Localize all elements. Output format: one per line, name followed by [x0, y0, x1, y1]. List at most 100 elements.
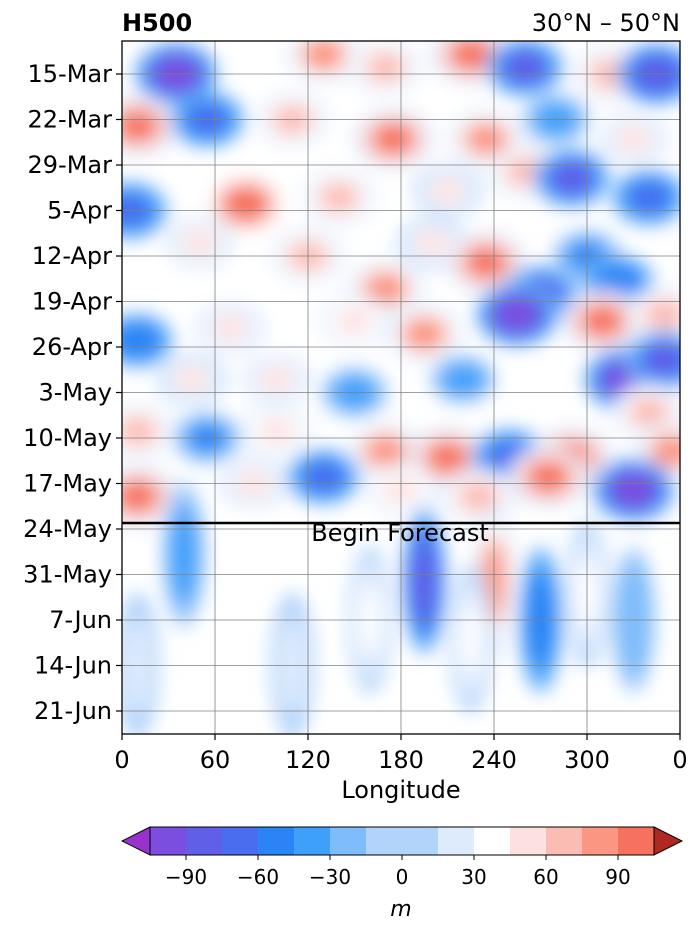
heatmap-contour [466, 247, 506, 278]
heatmap-contour [506, 53, 544, 82]
heatmap-contour [451, 41, 491, 70]
heatmap-contour [427, 442, 468, 473]
colorbar-swatch [438, 827, 475, 855]
heatmap-cell [353, 108, 434, 170]
x-tick-label: 120 [285, 746, 331, 774]
colorbar-swatch [510, 827, 547, 855]
heatmap-contour [446, 367, 480, 392]
heatmap-cell [508, 446, 589, 508]
heatmap-cell [402, 507, 447, 655]
heatmap-cell [161, 481, 207, 629]
y-tick-label: 10-May [23, 424, 112, 452]
colorbar-swatch [618, 827, 655, 855]
heatmap-cell [627, 286, 680, 343]
y-tick-label: 14-Jun [34, 652, 112, 680]
heatmap-contour [405, 319, 444, 349]
colorbar-tick-label: 60 [533, 865, 558, 889]
heatmap-cell [385, 304, 464, 364]
heatmap-contour [582, 306, 623, 336]
heatmap-cell [599, 113, 668, 165]
x-tick-label: 60 [200, 746, 231, 774]
heatmap-cell [122, 465, 178, 528]
heatmap-contour [337, 308, 372, 334]
y-tick-label: 12-Apr [32, 242, 112, 270]
heatmap-contour [415, 230, 449, 256]
heatmap-cell [241, 405, 313, 458]
colorbar-label: m [390, 897, 411, 922]
heatmap-contour [646, 300, 680, 329]
y-tick-label: 7-Jun [49, 606, 112, 634]
heatmap-cell [286, 449, 361, 505]
y-axis: 15-Mar 22-Mar 29-Mar 5-Apr 12-Apr 19-Apr 26-Ap… [23, 60, 122, 725]
x-axis-label: Longitude [341, 776, 460, 804]
x-tick-label: 300 [564, 746, 610, 774]
grid-lines [122, 41, 680, 734]
heatmap-contour [259, 418, 295, 445]
heatmap-contour [600, 268, 636, 296]
y-tick-label: 3-May [38, 379, 112, 407]
heatmap-contour [373, 124, 413, 154]
heatmap-cell [122, 313, 174, 368]
heatmap-cell [285, 41, 362, 84]
heatmap-cell [319, 294, 390, 348]
heatmap-contour [173, 519, 195, 591]
heatmap-cell [122, 95, 178, 157]
heatmap-cell [349, 41, 422, 95]
colorbar-tick-label: 90 [605, 865, 630, 889]
colorbar-tick-label: 0 [396, 865, 409, 889]
chart-title-left: H500 [122, 9, 192, 37]
colorbar-tick-label: −90 [165, 865, 207, 889]
heatmap-contour [321, 184, 357, 211]
colorbar-swatch [330, 827, 367, 855]
heatmap-contour [225, 188, 267, 220]
x-axis: 0 60 120 180 240 300 0 [114, 734, 688, 774]
y-tick-label: 17-May [23, 470, 112, 498]
heatmap-contour [182, 230, 217, 256]
x-tick-label: 0 [114, 746, 129, 774]
chart-title-right: 30°N – 50°N [532, 9, 680, 37]
heatmap-cell [303, 170, 375, 225]
colorbar-swatch [582, 827, 619, 855]
colorbar-swatch [546, 827, 583, 855]
colorbar-swatch [222, 827, 259, 855]
heatmap-contour [304, 41, 343, 69]
heatmap-contour [260, 366, 294, 393]
colorbar: −90 −60 −30 0 30 60 90 [120, 826, 684, 889]
colorbar-extend-min [120, 826, 151, 856]
heatmap-contour [413, 545, 436, 617]
x-tick-label: 180 [378, 746, 424, 774]
heatmap-cell [475, 282, 560, 347]
heatmap-contour [613, 474, 654, 506]
heatmap-cell [611, 546, 656, 694]
colorbar-extend-max [653, 826, 684, 856]
heatmap-cell [532, 148, 611, 208]
colorbar-tick-label: −30 [309, 865, 351, 889]
heatmap-contour [616, 126, 651, 152]
heatmap-cell [430, 354, 496, 405]
heatmap-contour [645, 345, 680, 375]
heatmap-contour [366, 274, 405, 303]
heatmap-contour [305, 463, 342, 491]
x-tick-label: 0 [672, 746, 687, 774]
x-tick-label: 240 [471, 746, 517, 774]
heatmap-contour [368, 54, 403, 81]
heatmap-contour [122, 481, 158, 512]
y-tick-label: 31-May [23, 561, 112, 589]
colorbar-swatch [150, 827, 187, 855]
heatmap-contour [631, 398, 667, 426]
heatmap-cell [489, 144, 561, 199]
heatmap-cell [441, 468, 516, 525]
heatmap-contour [496, 298, 538, 331]
heatmap-contour [630, 183, 668, 212]
heatmap-contour [122, 418, 155, 445]
colorbar-tick-label: 30 [461, 865, 486, 889]
y-tick-label: 22-Mar [28, 106, 113, 134]
y-tick-label: 29-Mar [28, 151, 113, 179]
forecast-annotation: Begin Forecast [311, 519, 489, 547]
heatmap-contour [460, 603, 482, 676]
colorbar-swatch [186, 827, 223, 855]
y-tick-label: 21-Jun [34, 697, 112, 725]
colorbar-swatch [258, 827, 295, 855]
y-tick-label: 26-Apr [32, 333, 112, 361]
